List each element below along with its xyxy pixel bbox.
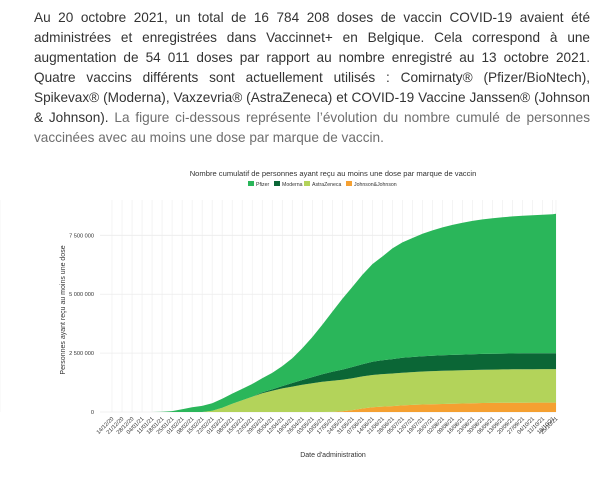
legend-swatch-johnson <box>346 181 352 186</box>
legend-swatch-astrazeneca <box>304 181 310 186</box>
intro-paragraph: Au 20 octobre 2021, un total de 16 784 2… <box>34 8 590 148</box>
y-tick-label: 7 500 000 <box>69 233 94 239</box>
y-tick-label: 5 000 000 <box>69 292 94 298</box>
y-tick-label: 0 <box>91 410 94 416</box>
y-axis-label: Personnes ayant reçu au moins une dose <box>60 245 67 374</box>
intro-figure-note: La figure ci-dessous représente l’évolut… <box>34 110 590 145</box>
x-axis: 14/12/2021/12/2028/12/2004/01/2111/01/21… <box>96 416 560 436</box>
legend-swatch-moderna <box>274 181 280 186</box>
series-area-astrazeneca <box>112 369 556 412</box>
legend-label-johnson: Johnson&Johnson <box>354 182 397 188</box>
series-area-johnson <box>112 402 556 412</box>
chart-legend: Pfizer Moderna AstraZeneca Johnson&Johnson <box>248 181 397 188</box>
legend-swatch-pfizer <box>248 181 254 186</box>
series-area-pfizer <box>112 213 556 412</box>
series-area-moderna <box>112 353 556 412</box>
legend-label-astrazeneca: AstraZeneca <box>312 182 342 188</box>
chart-title: Nombre cumulatif de personnes ayant reçu… <box>190 169 477 178</box>
x-axis-label: Date d'administration <box>300 452 366 459</box>
y-axis: 0 2 500 000 5 000 000 7 500 000 <box>69 233 94 416</box>
legend-label-moderna: Moderna <box>282 182 303 188</box>
intro-text: Au 20 octobre 2021, un total de 16 784 2… <box>34 10 590 125</box>
chart-areas <box>112 213 556 412</box>
y-tick-label: 2 500 000 <box>69 351 94 357</box>
legend-label-pfizer: Pfizer <box>256 182 270 188</box>
